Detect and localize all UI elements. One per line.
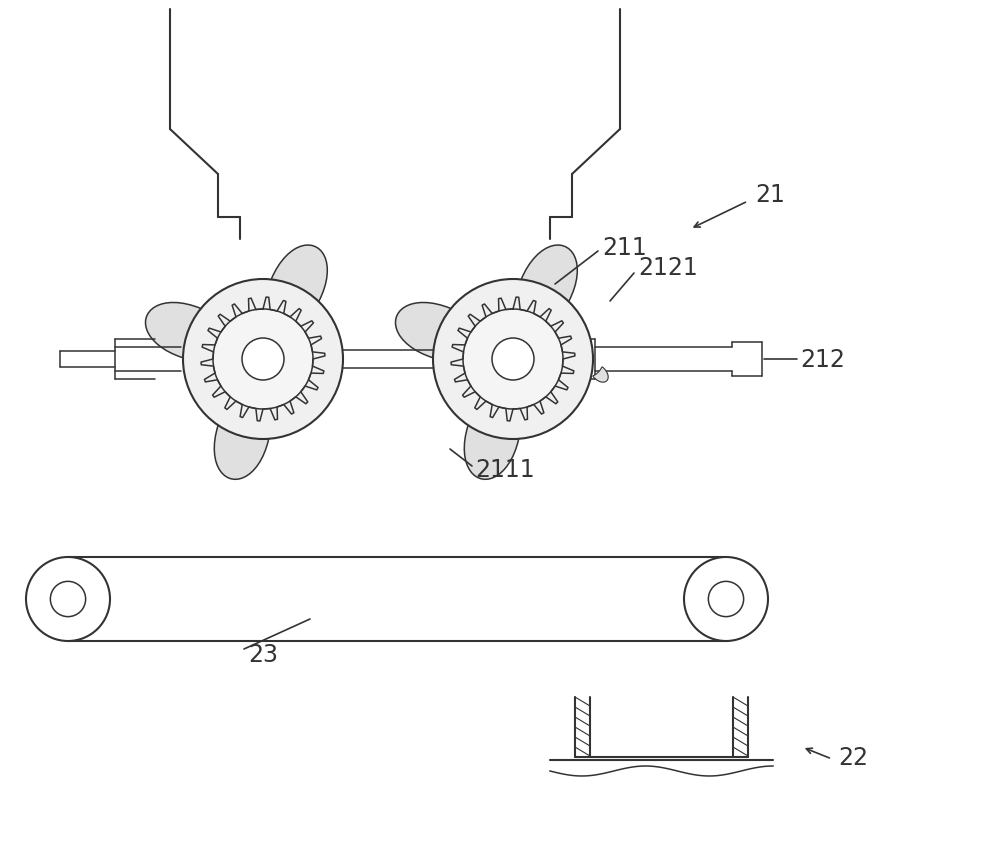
- Circle shape: [183, 279, 343, 440]
- Polygon shape: [593, 367, 608, 383]
- Circle shape: [684, 557, 768, 641]
- Text: 22: 22: [838, 745, 868, 769]
- Circle shape: [213, 310, 313, 409]
- Circle shape: [50, 582, 86, 617]
- Polygon shape: [519, 246, 577, 307]
- Polygon shape: [464, 419, 520, 479]
- Polygon shape: [395, 303, 457, 360]
- Text: 23: 23: [248, 642, 278, 666]
- Polygon shape: [214, 419, 270, 479]
- Text: 211: 211: [602, 235, 647, 260]
- Polygon shape: [145, 303, 207, 360]
- Text: 212: 212: [800, 348, 845, 371]
- Text: 2121: 2121: [638, 256, 698, 279]
- Polygon shape: [269, 246, 327, 307]
- Circle shape: [26, 557, 110, 641]
- Text: 2111: 2111: [475, 457, 535, 481]
- Circle shape: [242, 338, 284, 381]
- Circle shape: [708, 582, 744, 617]
- Circle shape: [433, 279, 593, 440]
- Circle shape: [463, 310, 563, 409]
- Circle shape: [492, 338, 534, 381]
- Text: 21: 21: [755, 183, 785, 207]
